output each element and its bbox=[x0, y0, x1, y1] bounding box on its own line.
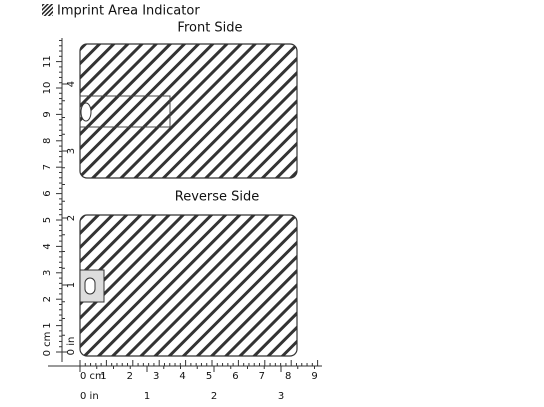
ruler-label: 3 bbox=[278, 391, 284, 402]
ruler-label: 7 bbox=[42, 164, 53, 170]
title-icon bbox=[42, 4, 53, 16]
ruler-label: 5 bbox=[206, 371, 212, 382]
front-notch bbox=[80, 102, 92, 122]
ruler-label: 6 bbox=[42, 190, 53, 196]
ruler-label: 6 bbox=[232, 371, 238, 382]
ruler-label: 1 bbox=[100, 371, 106, 382]
ruler-label: 8 bbox=[285, 371, 291, 382]
ruler-label: 5 bbox=[42, 217, 53, 223]
title: Imprint Area Indicator bbox=[57, 4, 200, 19]
ruler-label: 7 bbox=[259, 371, 265, 382]
ruler-label: 0 in bbox=[66, 337, 77, 356]
ruler-label: 2 bbox=[66, 215, 77, 221]
ruler-label: 0 cm bbox=[42, 332, 53, 357]
front-slot bbox=[79, 95, 171, 128]
reverse-hole bbox=[84, 277, 96, 295]
ruler-label: 9 bbox=[42, 111, 53, 117]
ruler-label: 4 bbox=[66, 81, 77, 87]
reverse-label: Reverse Side bbox=[175, 190, 260, 205]
reverse-card bbox=[79, 214, 298, 357]
ruler-label: 3 bbox=[42, 270, 53, 276]
ruler-label: 2 bbox=[211, 391, 217, 402]
ruler-label: 10 bbox=[42, 82, 53, 95]
ruler-label: 2 bbox=[42, 296, 53, 302]
ruler-label: 0 cm bbox=[80, 371, 105, 382]
ruler-label: 1 bbox=[144, 391, 150, 402]
ruler-label: 4 bbox=[42, 243, 53, 249]
ruler-label: 11 bbox=[42, 55, 53, 68]
ruler-label: 0 in bbox=[80, 391, 99, 402]
ruler-label: 4 bbox=[179, 371, 185, 382]
ruler-label: 3 bbox=[153, 371, 159, 382]
ruler-label: 8 bbox=[42, 138, 53, 144]
ruler-label: 3 bbox=[66, 148, 77, 154]
ruler-label: 2 bbox=[127, 371, 133, 382]
ruler-label: 1 bbox=[42, 322, 53, 328]
ruler-label: 1 bbox=[66, 282, 77, 288]
reverse-slot bbox=[79, 269, 105, 303]
front-label: Front Side bbox=[177, 21, 242, 36]
front-card bbox=[79, 43, 298, 179]
ruler-label: 9 bbox=[311, 371, 317, 382]
